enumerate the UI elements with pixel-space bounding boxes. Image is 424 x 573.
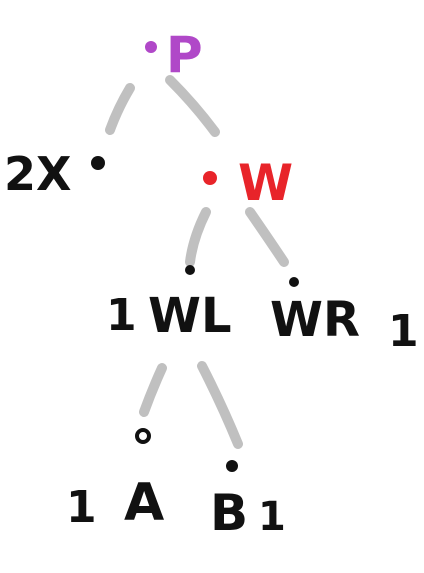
node-b-dot bbox=[226, 460, 238, 472]
node-a-label: A bbox=[124, 473, 164, 533]
node-2x: 2X bbox=[4, 147, 105, 201]
node-a-dot bbox=[135, 428, 151, 444]
node-wr-count: 1 bbox=[388, 306, 419, 357]
edge-p-to-2x bbox=[105, 83, 135, 135]
node-wl-dot bbox=[185, 265, 195, 275]
edge-p-to-w bbox=[165, 75, 220, 137]
node-a: 1 A bbox=[66, 428, 164, 533]
node-root: P bbox=[145, 26, 203, 84]
node-root-label: P bbox=[166, 26, 203, 84]
node-wr: WR 1 bbox=[270, 277, 419, 357]
node-b-count: 1 bbox=[258, 494, 286, 540]
node-a-count: 1 bbox=[66, 482, 97, 533]
node-w-label: W bbox=[238, 154, 293, 212]
edge-w-to-wl bbox=[185, 207, 211, 267]
node-2x-label: 2X bbox=[4, 147, 71, 201]
node-2x-dot bbox=[91, 156, 105, 170]
edges bbox=[105, 75, 289, 449]
node-wr-label: WR bbox=[270, 292, 360, 348]
node-b: B 1 bbox=[210, 460, 286, 542]
edge-w-to-wr bbox=[245, 207, 289, 267]
node-b-label: B bbox=[210, 484, 248, 542]
node-wr-dot bbox=[289, 277, 299, 287]
node-wl: 1 WL bbox=[106, 265, 232, 344]
node-w: W bbox=[203, 154, 293, 212]
node-wl-label: WL bbox=[148, 288, 232, 344]
node-root-dot bbox=[145, 41, 157, 53]
edge-wl-to-b bbox=[197, 361, 243, 449]
edge-wl-to-a bbox=[139, 363, 167, 417]
node-w-dot bbox=[203, 171, 217, 185]
node-wl-count: 1 bbox=[106, 290, 137, 341]
